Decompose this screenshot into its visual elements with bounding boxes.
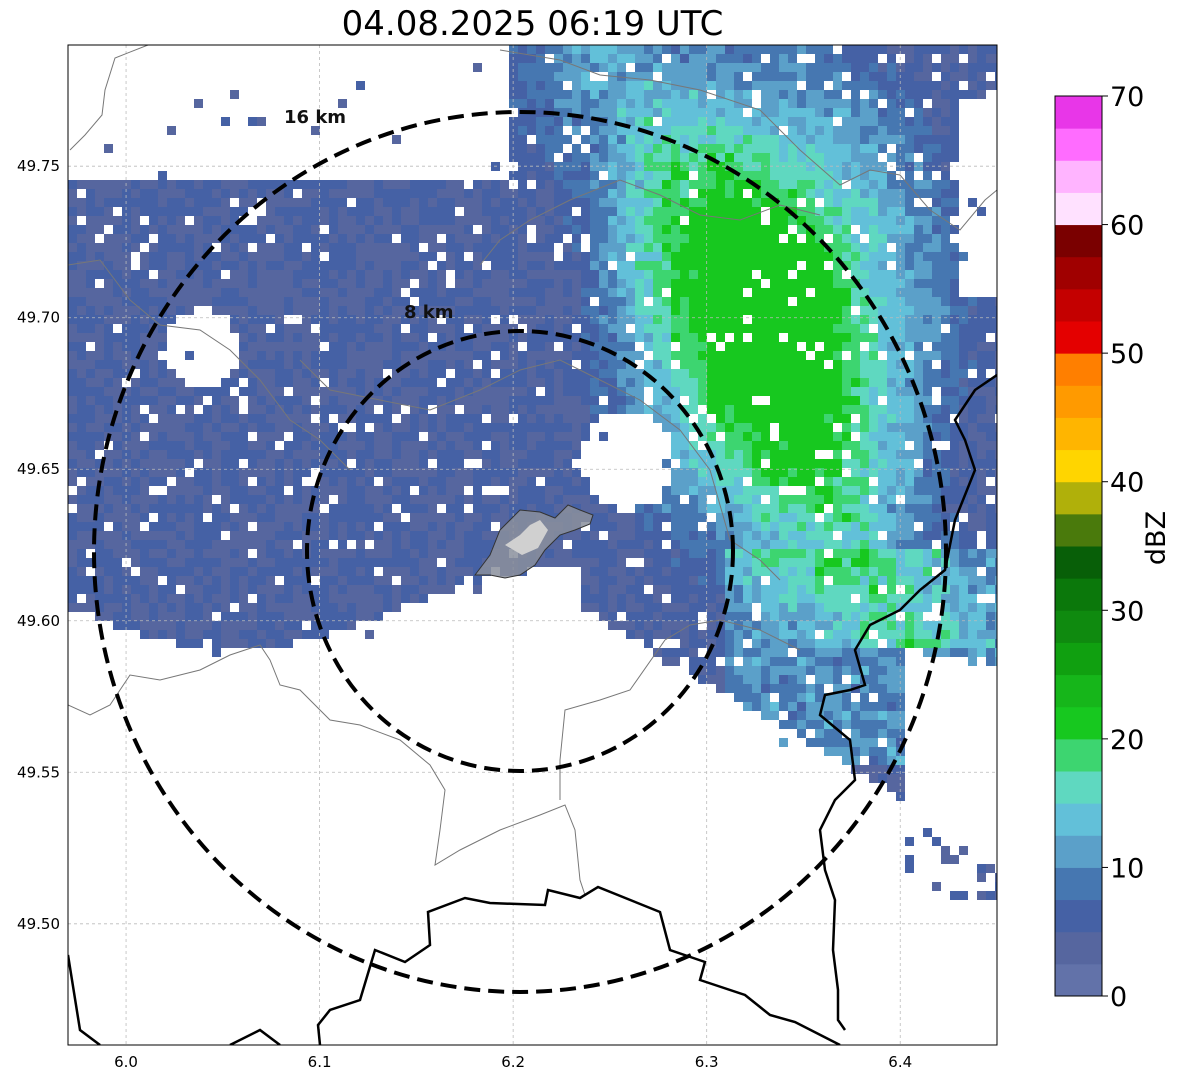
x-tick-labels: 6.0 6.1 6.2 6.3 6.4	[114, 1053, 912, 1071]
colorbar-swatch	[1055, 546, 1102, 579]
y-tick-label: 49.55	[17, 763, 60, 781]
colorbar-tick-label: 20	[1110, 725, 1144, 756]
admin-boundary-west	[68, 259, 351, 471]
x-tick-label: 6.3	[695, 1053, 719, 1071]
range-ring-8km	[305, 329, 735, 773]
ring-label-16km: 16 km	[284, 107, 346, 128]
y-tick-labels: 49.50 49.55 49.60 49.65 49.70 49.75	[17, 157, 60, 933]
colorbar-swatch	[1055, 160, 1102, 193]
colorbar-swatch	[1055, 96, 1102, 129]
colorbar-tick-label: 40	[1110, 468, 1144, 499]
admin-boundary-middle	[299, 359, 781, 581]
national-border-east	[818, 373, 997, 1031]
colorbar-tick-label: 70	[1110, 82, 1144, 113]
colorbar-swatch	[1055, 385, 1102, 418]
colorbar-swatch	[1055, 771, 1102, 804]
colorbar-swatch	[1055, 128, 1102, 161]
colorbar-swatch	[1055, 642, 1102, 676]
colorbar-swatch	[1055, 449, 1102, 483]
colorbar-swatch	[1055, 353, 1102, 386]
colorbar-swatch	[1055, 481, 1102, 515]
y-tick-label: 49.75	[17, 157, 60, 175]
colorbar-tick-label: 60	[1110, 211, 1144, 242]
admin-boundary-north-central	[479, 179, 821, 266]
colorbar-tick-label: 50	[1110, 339, 1144, 370]
colorbar-swatch	[1055, 288, 1102, 322]
x-tick-label: 6.1	[308, 1053, 332, 1071]
boundaries	[68, 45, 997, 1045]
colorbar-swatch	[1055, 513, 1102, 547]
colorbar-swatch	[1055, 899, 1102, 933]
colorbar-tick-label: 0	[1110, 982, 1127, 1013]
admin-boundary-north-east	[499, 49, 997, 231]
range-ring-16km	[92, 110, 948, 994]
colorbar-swatch	[1055, 417, 1102, 451]
colorbar-swatch	[1055, 578, 1102, 611]
y-tick-label: 49.70	[17, 309, 60, 327]
colorbar-swatch	[1055, 224, 1102, 258]
colorbar-label: dBZ	[1141, 511, 1172, 565]
colorbar-swatch	[1055, 867, 1102, 901]
colorbar-ticks: 0 10 20 30 40 50 60 70	[1102, 82, 1144, 1013]
admin-boundary-south	[68, 644, 586, 896]
colorbar-swatch	[1055, 738, 1102, 772]
admin-boundary-south-east	[559, 619, 801, 800]
colorbar-frame	[1054, 95, 1103, 997]
range-rings: 8 km 16 km	[92, 107, 948, 994]
colorbar-tick-label: 10	[1110, 853, 1144, 884]
map-frame	[67, 44, 998, 1046]
colorbar-swatch	[1055, 321, 1102, 354]
ring-label-8km: 8 km	[404, 302, 454, 323]
colorbar-swatch	[1055, 192, 1102, 226]
colorbar-swatch	[1055, 931, 1102, 965]
x-tick-label: 6.4	[888, 1053, 912, 1071]
colorbar-swatch	[1055, 706, 1102, 740]
colorbar-swatch	[1055, 803, 1102, 836]
x-tick-label: 6.0	[114, 1053, 138, 1071]
colorbar-swatch	[1055, 674, 1102, 708]
admin-boundary-north	[69, 45, 149, 151]
y-tick-label: 49.65	[17, 460, 60, 478]
colorbar-tick-label: 30	[1110, 596, 1144, 627]
colorbar-swatch	[1055, 610, 1102, 643]
y-tick-label: 49.50	[17, 915, 60, 933]
y-tick-label: 49.60	[17, 612, 60, 630]
radar-site-polygon	[474, 504, 594, 579]
chart-title: 04.08.2025 06:19 UTC	[341, 4, 724, 44]
colorbar-swatch	[1055, 963, 1102, 997]
colorbar-swatch	[1055, 835, 1102, 868]
x-tick-label: 6.2	[501, 1053, 525, 1071]
national-border-south	[68, 885, 841, 1045]
colorbar-swatch	[1055, 256, 1102, 290]
colorbar	[1055, 96, 1102, 997]
